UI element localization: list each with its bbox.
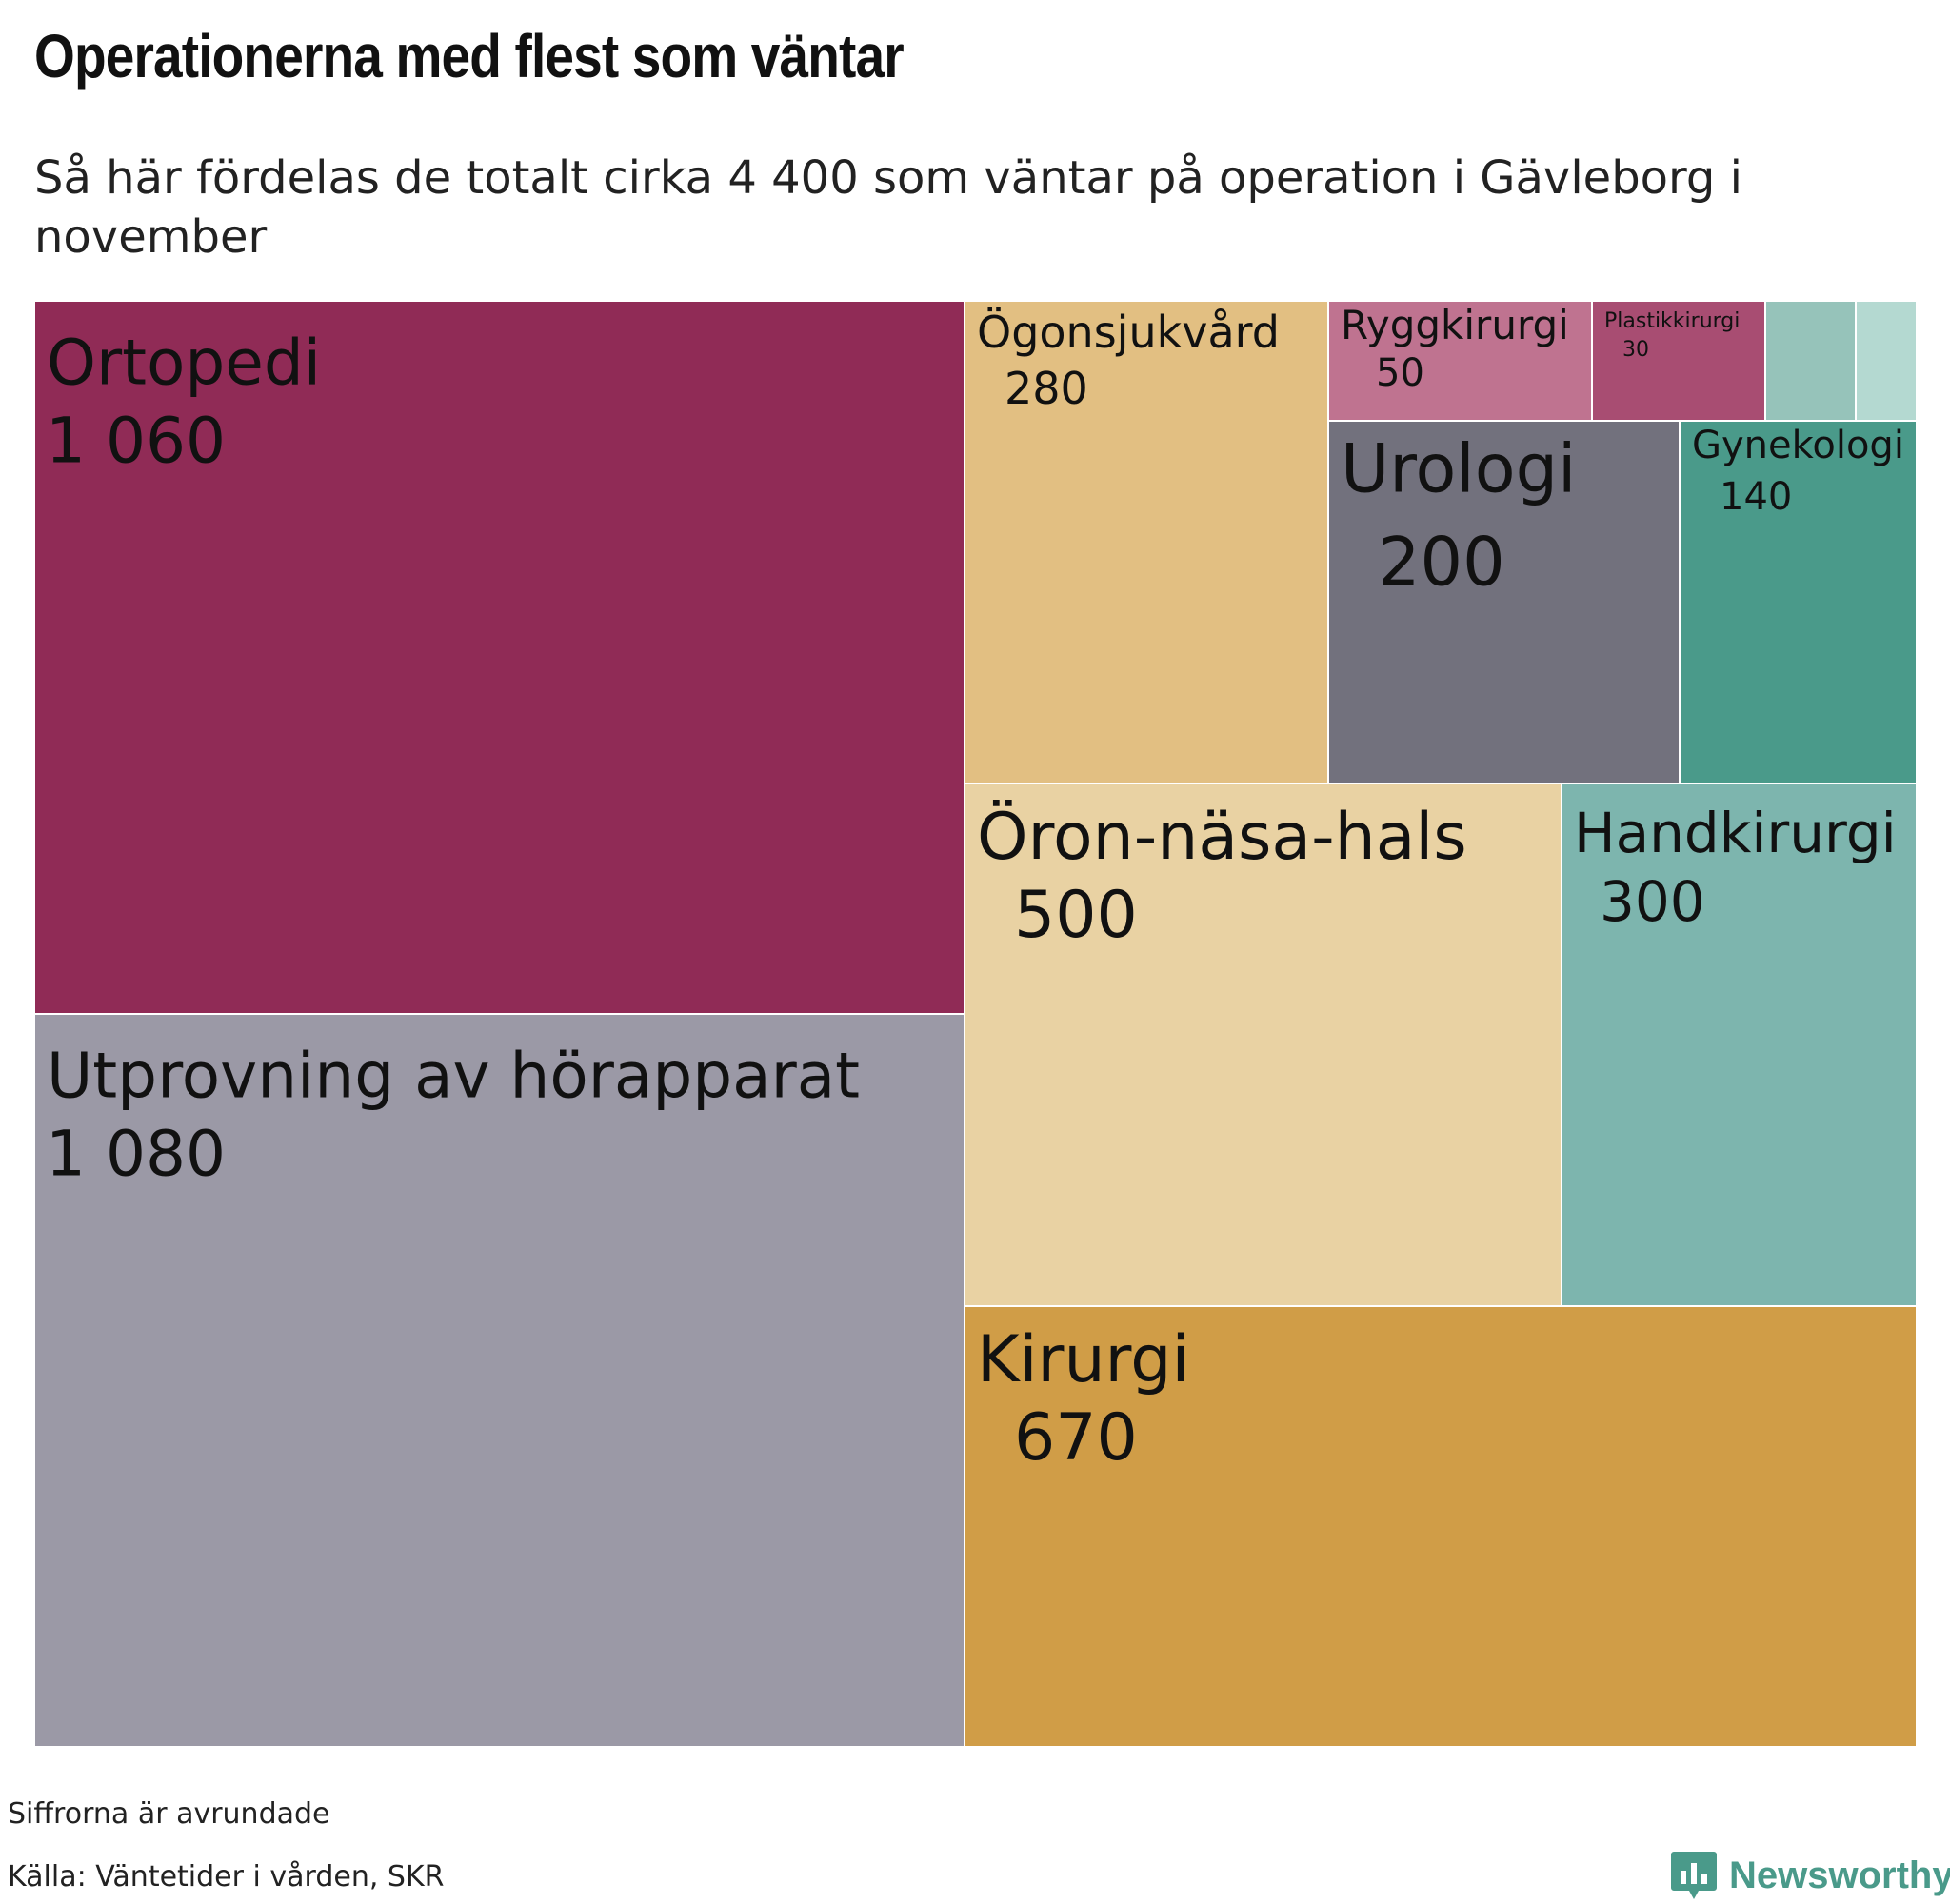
treemap-label-utprovning-av-horapparat: Utprovning av hörapparat <box>47 1040 860 1113</box>
treemap-value-oron-nasa-hals: 500 <box>1014 878 1138 953</box>
source-note: Källa: Väntetider i vården, SKR <box>8 1860 445 1894</box>
treemap-value-kirurgi: 670 <box>1014 1400 1138 1476</box>
chart-title: Operationerna med flest som väntar <box>34 22 905 90</box>
treemap-label-urologi: Urologi <box>1341 429 1576 507</box>
treemap-cell-handkirurgi <box>1561 783 1918 1307</box>
treemap-cell-utprovning-av-horapparat <box>33 1013 965 1748</box>
treemap-label-ryggkirurgi: Ryggkirurgi <box>1341 302 1569 348</box>
rounding-note: Siffrorna är avrundade <box>8 1797 330 1831</box>
treemap-cell-oron-nasa-hals <box>964 783 1562 1307</box>
treemap-value-plastikkirurgi: 30 <box>1622 338 1649 362</box>
newsworthy-logo-icon <box>1671 1852 1717 1899</box>
treemap-value-handkirurgi: 300 <box>1600 869 1705 934</box>
treemap-label-kirurgi: Kirurgi <box>977 1322 1189 1398</box>
treemap-label-ogonsjukvard: Ögonsjukvård <box>977 307 1280 358</box>
treemap-label-ortopedi: Ortopedi <box>47 327 321 400</box>
treemap-label-gynekologi: Gynekologi <box>1692 424 1904 467</box>
treemap-value-ryggkirurgi: 50 <box>1376 351 1424 395</box>
treemap-cell-unlabeled-7 <box>1855 300 1918 422</box>
treemap-cell-kirurgi <box>964 1305 1918 1748</box>
treemap-value-ogonsjukvard: 280 <box>1005 363 1088 414</box>
treemap-label-oron-nasa-hals: Öron-näsa-hals <box>977 800 1467 875</box>
treemap-cell-urologi <box>1327 420 1681 784</box>
treemap-value-urologi: 200 <box>1378 523 1505 601</box>
treemap-value-utprovning-av-horapparat: 1 080 <box>46 1118 226 1191</box>
brand-name: Newsworthy <box>1729 1854 1950 1896</box>
brand-logo: Newsworthy <box>1670 1847 1950 1904</box>
treemap-cell-unlabeled-6 <box>1764 300 1857 422</box>
treemap-value-ortopedi: 1 060 <box>46 405 226 478</box>
treemap-label-plastikkirurgi: Plastikkirurgi <box>1604 309 1740 333</box>
treemap-label-handkirurgi: Handkirurgi <box>1574 801 1897 865</box>
treemap-cell-gynekologi <box>1679 420 1918 784</box>
treemap-value-gynekologi: 140 <box>1720 475 1792 519</box>
chart-subtitle: Så här fördelas de totalt cirka 4 400 so… <box>34 151 1742 264</box>
